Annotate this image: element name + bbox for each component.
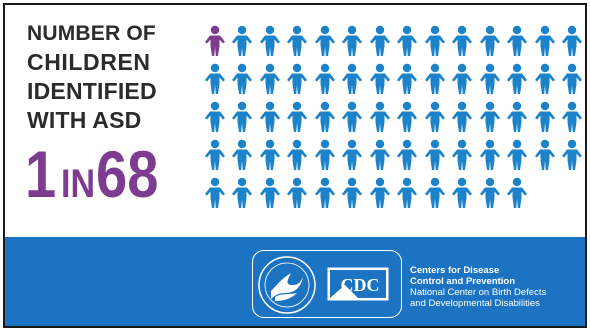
child-icon	[339, 139, 367, 173]
child-icon	[256, 177, 284, 211]
ratio-denominator: 68	[95, 137, 159, 211]
center-line-2: and Developmental Disabilities	[410, 298, 540, 309]
pictogram-row	[201, 101, 586, 135]
child-icon	[229, 177, 257, 211]
child-icon	[229, 101, 257, 135]
ratio-in: IN	[60, 162, 95, 206]
child-icon	[311, 177, 339, 211]
child-icon	[394, 63, 422, 97]
child-icon	[504, 101, 532, 135]
child-icon	[421, 101, 449, 135]
cdc-org-text: Centers for Disease Control and Preventi…	[410, 265, 585, 309]
child-icon	[449, 25, 477, 59]
child-icon	[366, 25, 394, 59]
pictogram-row	[201, 63, 586, 97]
child-icon	[531, 63, 559, 97]
pictogram-row	[201, 25, 586, 59]
child-icon	[504, 139, 532, 173]
child-icon	[366, 63, 394, 97]
child-icon	[339, 25, 367, 59]
headline-line-2: CHILDREN	[27, 49, 151, 75]
child-icon	[394, 101, 422, 135]
child-icon	[504, 25, 532, 59]
child-icon	[504, 177, 532, 211]
child-icon	[311, 25, 339, 59]
child-icon	[559, 139, 586, 173]
hhs-seal-icon	[258, 256, 316, 314]
child-icon	[421, 25, 449, 59]
child-icon	[201, 139, 229, 173]
child-icon	[284, 101, 312, 135]
child-icon	[311, 139, 339, 173]
child-icon	[421, 177, 449, 211]
child-icon	[339, 177, 367, 211]
child-icon	[449, 101, 477, 135]
child-icon	[256, 63, 284, 97]
org-line-2: Control and Prevention	[410, 276, 516, 287]
child-icon	[284, 139, 312, 173]
child-icon	[201, 101, 229, 135]
child-icon	[201, 177, 229, 211]
cdc-logo-text: CDC	[341, 275, 380, 295]
ratio-text: 1 IN 68	[25, 141, 169, 211]
child-icon	[449, 139, 477, 173]
child-icon	[449, 177, 477, 211]
child-icon	[201, 63, 229, 97]
child-icon	[256, 101, 284, 135]
child-icon	[339, 63, 367, 97]
child-icon	[366, 139, 394, 173]
child-pictogram-grid	[201, 25, 585, 215]
pictogram-row	[201, 177, 531, 211]
headline: NUMBER OF CHILDREN IDENTIFIED WITH ASD	[27, 19, 197, 135]
child-icon	[531, 101, 559, 135]
center-line-1: National Center on Birth Defects	[410, 287, 547, 298]
headline-line-3: IDENTIFIED	[27, 78, 157, 104]
child-icon	[256, 139, 284, 173]
child-icon	[559, 25, 586, 59]
child-icon	[284, 25, 312, 59]
child-icon	[559, 63, 586, 97]
child-icon	[476, 139, 504, 173]
child-icon	[476, 177, 504, 211]
child-icon	[229, 63, 257, 97]
child-icon	[449, 63, 477, 97]
child-icon	[366, 177, 394, 211]
headline-line-4: WITH ASD	[27, 107, 142, 133]
child-icon	[366, 101, 394, 135]
child-icon	[284, 177, 312, 211]
child-icon	[339, 101, 367, 135]
child-icon	[394, 25, 422, 59]
child-icon	[476, 25, 504, 59]
child-icon	[421, 63, 449, 97]
child-icon	[476, 101, 504, 135]
ratio-numerator: 1	[25, 137, 57, 211]
child-icon	[394, 177, 422, 211]
child-icon	[531, 25, 559, 59]
org-line-1: Centers for Disease	[410, 265, 500, 276]
child-icon	[531, 139, 559, 173]
headline-line-1: NUMBER OF	[27, 22, 156, 45]
cdc-logo: CDC	[327, 267, 389, 301]
child-icon	[394, 139, 422, 173]
pictogram-row	[201, 139, 586, 173]
child-icon	[421, 139, 449, 173]
child-icon	[229, 139, 257, 173]
child-icon	[476, 63, 504, 97]
child-highlighted-icon	[201, 25, 229, 59]
child-icon	[284, 63, 312, 97]
child-icon	[504, 63, 532, 97]
child-icon	[311, 101, 339, 135]
child-icon	[229, 25, 257, 59]
child-icon	[256, 25, 284, 59]
child-icon	[559, 101, 586, 135]
infographic-frame: NUMBER OF CHILDREN IDENTIFIED WITH ASD 1…	[3, 3, 587, 328]
child-icon	[311, 63, 339, 97]
logo-box	[252, 250, 402, 318]
